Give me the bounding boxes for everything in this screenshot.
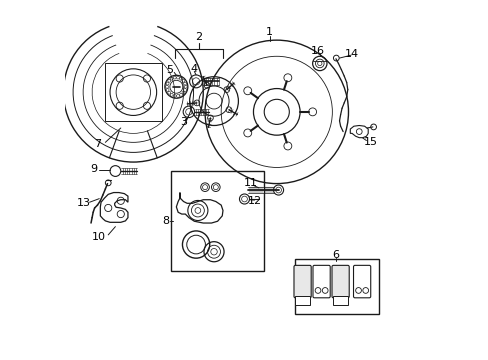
Text: 5: 5 bbox=[166, 64, 173, 75]
Text: 9: 9 bbox=[90, 163, 97, 174]
Text: 16: 16 bbox=[310, 46, 325, 56]
Text: 6: 6 bbox=[332, 250, 339, 260]
Bar bbox=[171, 171, 264, 271]
Text: 13: 13 bbox=[77, 198, 91, 208]
FancyBboxPatch shape bbox=[353, 265, 370, 298]
Bar bbox=[333, 296, 347, 305]
Bar bbox=[294, 259, 378, 315]
Text: 15: 15 bbox=[363, 138, 377, 147]
Text: 11: 11 bbox=[244, 178, 258, 188]
Text: 7: 7 bbox=[94, 139, 101, 149]
FancyBboxPatch shape bbox=[331, 265, 348, 298]
Bar bbox=[295, 296, 309, 305]
FancyBboxPatch shape bbox=[293, 265, 310, 298]
Text: 1: 1 bbox=[265, 27, 272, 37]
Text: 3: 3 bbox=[180, 117, 186, 127]
Text: 14: 14 bbox=[345, 49, 358, 59]
Text: 10: 10 bbox=[92, 232, 106, 242]
Text: 4: 4 bbox=[190, 64, 198, 74]
Text: 2: 2 bbox=[195, 32, 202, 41]
FancyBboxPatch shape bbox=[312, 265, 329, 298]
Text: 12: 12 bbox=[248, 196, 262, 206]
Text: 8: 8 bbox=[162, 216, 169, 226]
